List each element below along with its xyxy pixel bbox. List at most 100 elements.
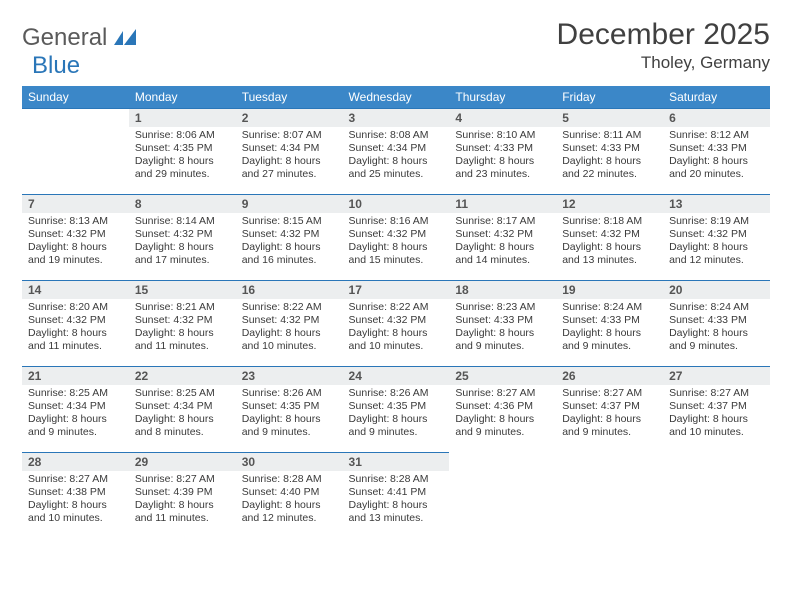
daylight-line: Daylight: 8 hours and 12 minutes. [669,241,764,267]
daylight-line: Daylight: 8 hours and 10 minutes. [242,327,337,353]
sunset-line: Sunset: 4:40 PM [242,486,337,499]
sunset-line: Sunset: 4:36 PM [455,400,550,413]
sunset-line: Sunset: 4:32 PM [242,228,337,241]
sunrise-line: Sunrise: 8:28 AM [349,473,444,486]
calendar-row: 28 Sunrise: 8:27 AMSunset: 4:38 PM Dayligh… [22,452,770,538]
daynum-bar: 23 [236,366,343,385]
daylight-line: Daylight: 8 hours and 29 minutes. [135,155,230,181]
day-body: Sunrise: 8:27 AMSunset: 4:37 PMDaylight:… [663,385,770,444]
day-body: Sunrise: 8:10 AMSunset: 4:33 PMDaylight:… [449,127,556,186]
sunrise-line: Sunrise: 8:08 AM [349,129,444,142]
daylight-line: Daylight: 8 hours and 9 minutes. [669,327,764,353]
sunset-line: Sunset: 4:33 PM [562,314,657,327]
daylight-line: Daylight: 8 hours and 22 minutes. [562,155,657,181]
calendar-row: 1Sunrise: 8:06 AMSunset: 4:35 PMDaylight… [22,108,770,194]
calendar-cell: 25Sunrise: 8:27 AMSunset: 4:36 PMDayligh… [449,366,556,452]
sunrise-line: Sunrise: 8:21 AM [135,301,230,314]
daynum-bar: 27 [663,366,770,385]
sunrise-line: Sunrise: 8:07 AM [242,129,337,142]
sunrise-line: Sunrise: 8:27 AM [28,473,123,486]
sunrise-line: Sunrise: 8:16 AM [349,215,444,228]
sunrise-line: Sunrise: 8:27 AM [455,387,550,400]
calendar-cell: 30Sunrise: 8:28 AMSunset: 4:40 PMDayligh… [236,452,343,538]
daynum-bar: 21 [22,366,129,385]
calendar-cell: 26Sunrise: 8:27 AMSunset: 4:37 PMDayligh… [556,366,663,452]
sunset-line: Sunset: 4:33 PM [455,142,550,155]
calendar-cell: 3Sunrise: 8:08 AMSunset: 4:34 PMDaylight… [343,108,450,194]
logo: General Blue [22,18,136,80]
sunset-line: Sunset: 4:32 PM [669,228,764,241]
col-tuesday: Tuesday [236,86,343,108]
sunrise-line: Sunrise: 8:27 AM [562,387,657,400]
daynum-bar: 5 [556,108,663,127]
day-body: Sunrise: 8:27 AMSunset: 4:36 PMDaylight:… [449,385,556,444]
daynum-bar: 3 [343,108,450,127]
sunrise-line: Sunrise: 8:15 AM [242,215,337,228]
day-body: Sunrise: 8:14 AMSunset: 4:32 PMDaylight:… [129,213,236,272]
sunset-line: Sunset: 4:33 PM [562,142,657,155]
location: Tholey, Germany [557,53,770,73]
logo-word2: Blue [32,52,80,79]
day-body: Sunrise: 8:22 AMSunset: 4:32 PMDaylight:… [236,299,343,358]
daylight-line: Daylight: 8 hours and 12 minutes. [242,499,337,525]
calendar-row: 7Sunrise: 8:13 AMSunset: 4:32 PMDaylight… [22,194,770,280]
sunset-line: Sunset: 4:32 PM [349,314,444,327]
daylight-line: Daylight: 8 hours and 9 minutes. [455,413,550,439]
sunrise-line: Sunrise: 8:13 AM [28,215,123,228]
col-saturday: Saturday [663,86,770,108]
sunset-line: Sunset: 4:32 PM [242,314,337,327]
day-body: Sunrise: 8:24 AMSunset: 4:33 PMDaylight:… [556,299,663,358]
col-thursday: Thursday [449,86,556,108]
daylight-line: Daylight: 8 hours and 11 minutes. [28,327,123,353]
sunrise-line: Sunrise: 8:19 AM [669,215,764,228]
sunset-line: Sunset: 4:33 PM [669,142,764,155]
calendar-cell: 23Sunrise: 8:26 AMSunset: 4:35 PMDayligh… [236,366,343,452]
day-body: Sunrise: 8:26 AMSunset: 4:35 PMDaylight:… [236,385,343,444]
daylight-line: Daylight: 8 hours and 9 minutes. [562,413,657,439]
col-friday: Friday [556,86,663,108]
daynum-bar: 28 [22,452,129,471]
header: General Blue December 2025 Tholey, Germa… [22,18,770,80]
daynum-bar: 9 [236,194,343,213]
sunset-line: Sunset: 4:35 PM [242,400,337,413]
calendar-cell: 18Sunrise: 8:23 AMSunset: 4:33 PMDayligh… [449,280,556,366]
sunset-line: Sunset: 4:35 PM [349,400,444,413]
day-body: Sunrise: 8:25 AMSunset: 4:34 PMDaylight:… [22,385,129,444]
col-monday: Monday [129,86,236,108]
daylight-line: Daylight: 8 hours and 9 minutes. [28,413,123,439]
title-block: December 2025 Tholey, Germany [557,18,770,73]
calendar-cell: 1Sunrise: 8:06 AMSunset: 4:35 PMDaylight… [129,108,236,194]
daynum-bar: 25 [449,366,556,385]
calendar-cell: 29Sunrise: 8:27 AMSunset: 4:39 PMDayligh… [129,452,236,538]
day-body: Sunrise: 8:20 AMSunset: 4:32 PMDaylight:… [22,299,129,358]
day-body: Sunrise: 8:27 AMSunset: 4:39 PMDaylight:… [129,471,236,530]
day-body: Sunrise: 8:28 AMSunset: 4:40 PMDaylight:… [236,471,343,530]
sunrise-line: Sunrise: 8:14 AM [135,215,230,228]
calendar-cell: 5Sunrise: 8:11 AMSunset: 4:33 PMDaylight… [556,108,663,194]
day-body: Sunrise: 8:11 AMSunset: 4:33 PMDaylight:… [556,127,663,186]
sunrise-line: Sunrise: 8:22 AM [242,301,337,314]
sunset-line: Sunset: 4:38 PM [28,486,123,499]
daynum-bar: 15 [129,280,236,299]
sunset-line: Sunset: 4:34 PM [242,142,337,155]
daynum-bar: 16 [236,280,343,299]
month-title: December 2025 [557,18,770,52]
sunset-line: Sunset: 4:37 PM [562,400,657,413]
logo-word1: General [22,24,107,51]
calendar-cell: 16Sunrise: 8:22 AMSunset: 4:32 PMDayligh… [236,280,343,366]
daynum-bar: 20 [663,280,770,299]
daylight-line: Daylight: 8 hours and 11 minutes. [135,327,230,353]
daynum-bar: 10 [343,194,450,213]
calendar-table: Sunday Monday Tuesday Wednesday Thursday… [22,86,770,538]
empty-daynum-bar [22,108,129,126]
daynum-bar: 30 [236,452,343,471]
sunrise-line: Sunrise: 8:26 AM [242,387,337,400]
daynum-bar: 19 [556,280,663,299]
calendar-cell: 24Sunrise: 8:26 AMSunset: 4:35 PMDayligh… [343,366,450,452]
daynum-bar: 31 [343,452,450,471]
daynum-bar: 12 [556,194,663,213]
daylight-line: Daylight: 8 hours and 14 minutes. [455,241,550,267]
sunrise-line: Sunrise: 8:26 AM [349,387,444,400]
daylight-line: Daylight: 8 hours and 17 minutes. [135,241,230,267]
day-body: Sunrise: 8:07 AMSunset: 4:34 PMDaylight:… [236,127,343,186]
